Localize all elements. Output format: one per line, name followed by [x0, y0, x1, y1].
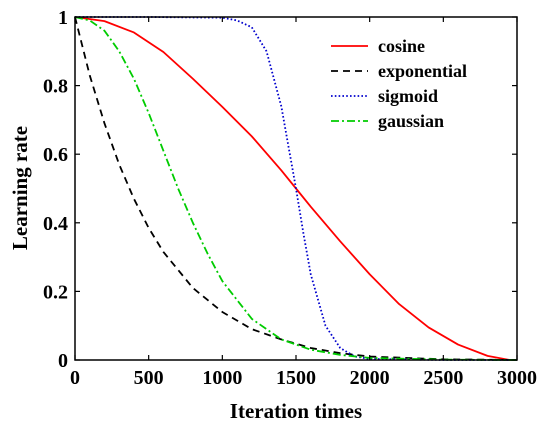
series-layer [74, 16, 518, 361]
y-tick-label: 0 [58, 350, 68, 372]
legend: cosine exponential sigmoid gaussian [331, 36, 467, 131]
y-axis-label: Learning rate [8, 126, 32, 250]
y-tick-label: 1 [58, 7, 68, 29]
legend-label-sigmoid: sigmoid [378, 86, 438, 106]
x-tick-label: 500 [134, 367, 164, 389]
x-tick-label: 3000 [497, 367, 537, 389]
x-tick-label: 1500 [276, 367, 316, 389]
x-tick-label: 0 [70, 367, 80, 389]
legend-label-gaussian: gaussian [378, 111, 444, 131]
ticks-layer: 0 500 1000 1500 2000 2500 3000 0 0.2 0.4 0.6 0.8 1 [43, 7, 537, 389]
series-line-gaussian [74, 16, 518, 361]
y-tick-label: 0.6 [43, 144, 68, 166]
x-tick-label: 2000 [350, 367, 390, 389]
x-tick-label: 1000 [202, 367, 242, 389]
legend-label-cosine: cosine [378, 36, 425, 56]
y-tick-label: 0.2 [43, 281, 68, 303]
series-line-exponential [74, 16, 518, 361]
y-tick-label: 0.4 [43, 213, 68, 235]
series-line-cosine [74, 16, 517, 361]
legend-label-exponential: exponential [378, 61, 467, 81]
y-tick-label: 0.8 [43, 76, 68, 98]
x-tick-label: 2500 [423, 367, 463, 389]
x-axis-label: Iteration times [230, 399, 362, 423]
